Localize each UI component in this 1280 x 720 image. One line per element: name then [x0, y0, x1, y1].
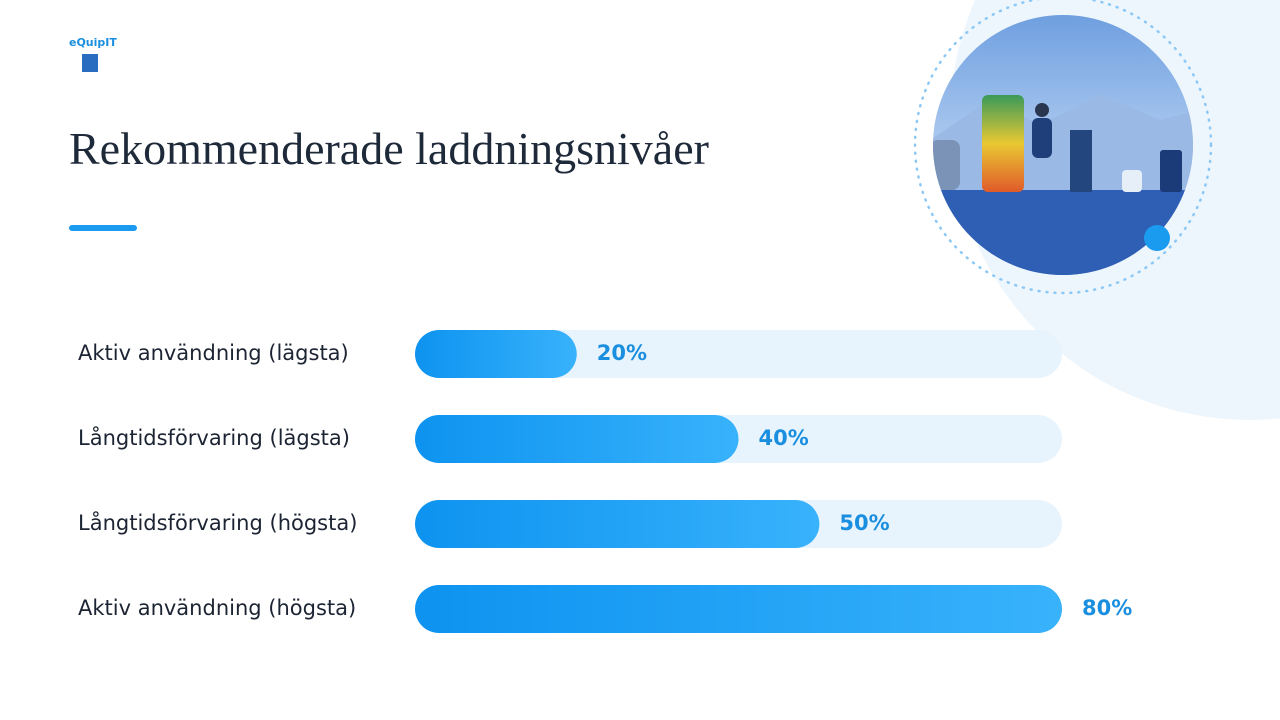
value-label: 40%	[759, 426, 809, 450]
title: Rekommenderade laddningsnivåer	[69, 123, 709, 174]
value-label: 80%	[1082, 596, 1132, 620]
bar	[415, 585, 1062, 633]
logo: eQuipIT	[69, 36, 117, 49]
category-label: Aktiv användning (lägsta)	[78, 341, 349, 365]
value-label: 20%	[597, 341, 647, 365]
bar-track	[415, 330, 1062, 378]
category-label: Långtidsförvaring (högsta)	[78, 510, 357, 535]
category-label: Långtidsförvaring (lägsta)	[78, 425, 350, 450]
decor-dot	[1144, 225, 1170, 251]
decor-ring	[913, 0, 1213, 295]
value-label: 50%	[839, 511, 889, 535]
category-label: Aktiv användning (högsta)	[78, 596, 356, 620]
title-underline	[69, 225, 137, 231]
bar	[415, 500, 820, 548]
bar	[415, 415, 739, 463]
bar	[415, 330, 577, 378]
logo-icon	[82, 54, 98, 72]
